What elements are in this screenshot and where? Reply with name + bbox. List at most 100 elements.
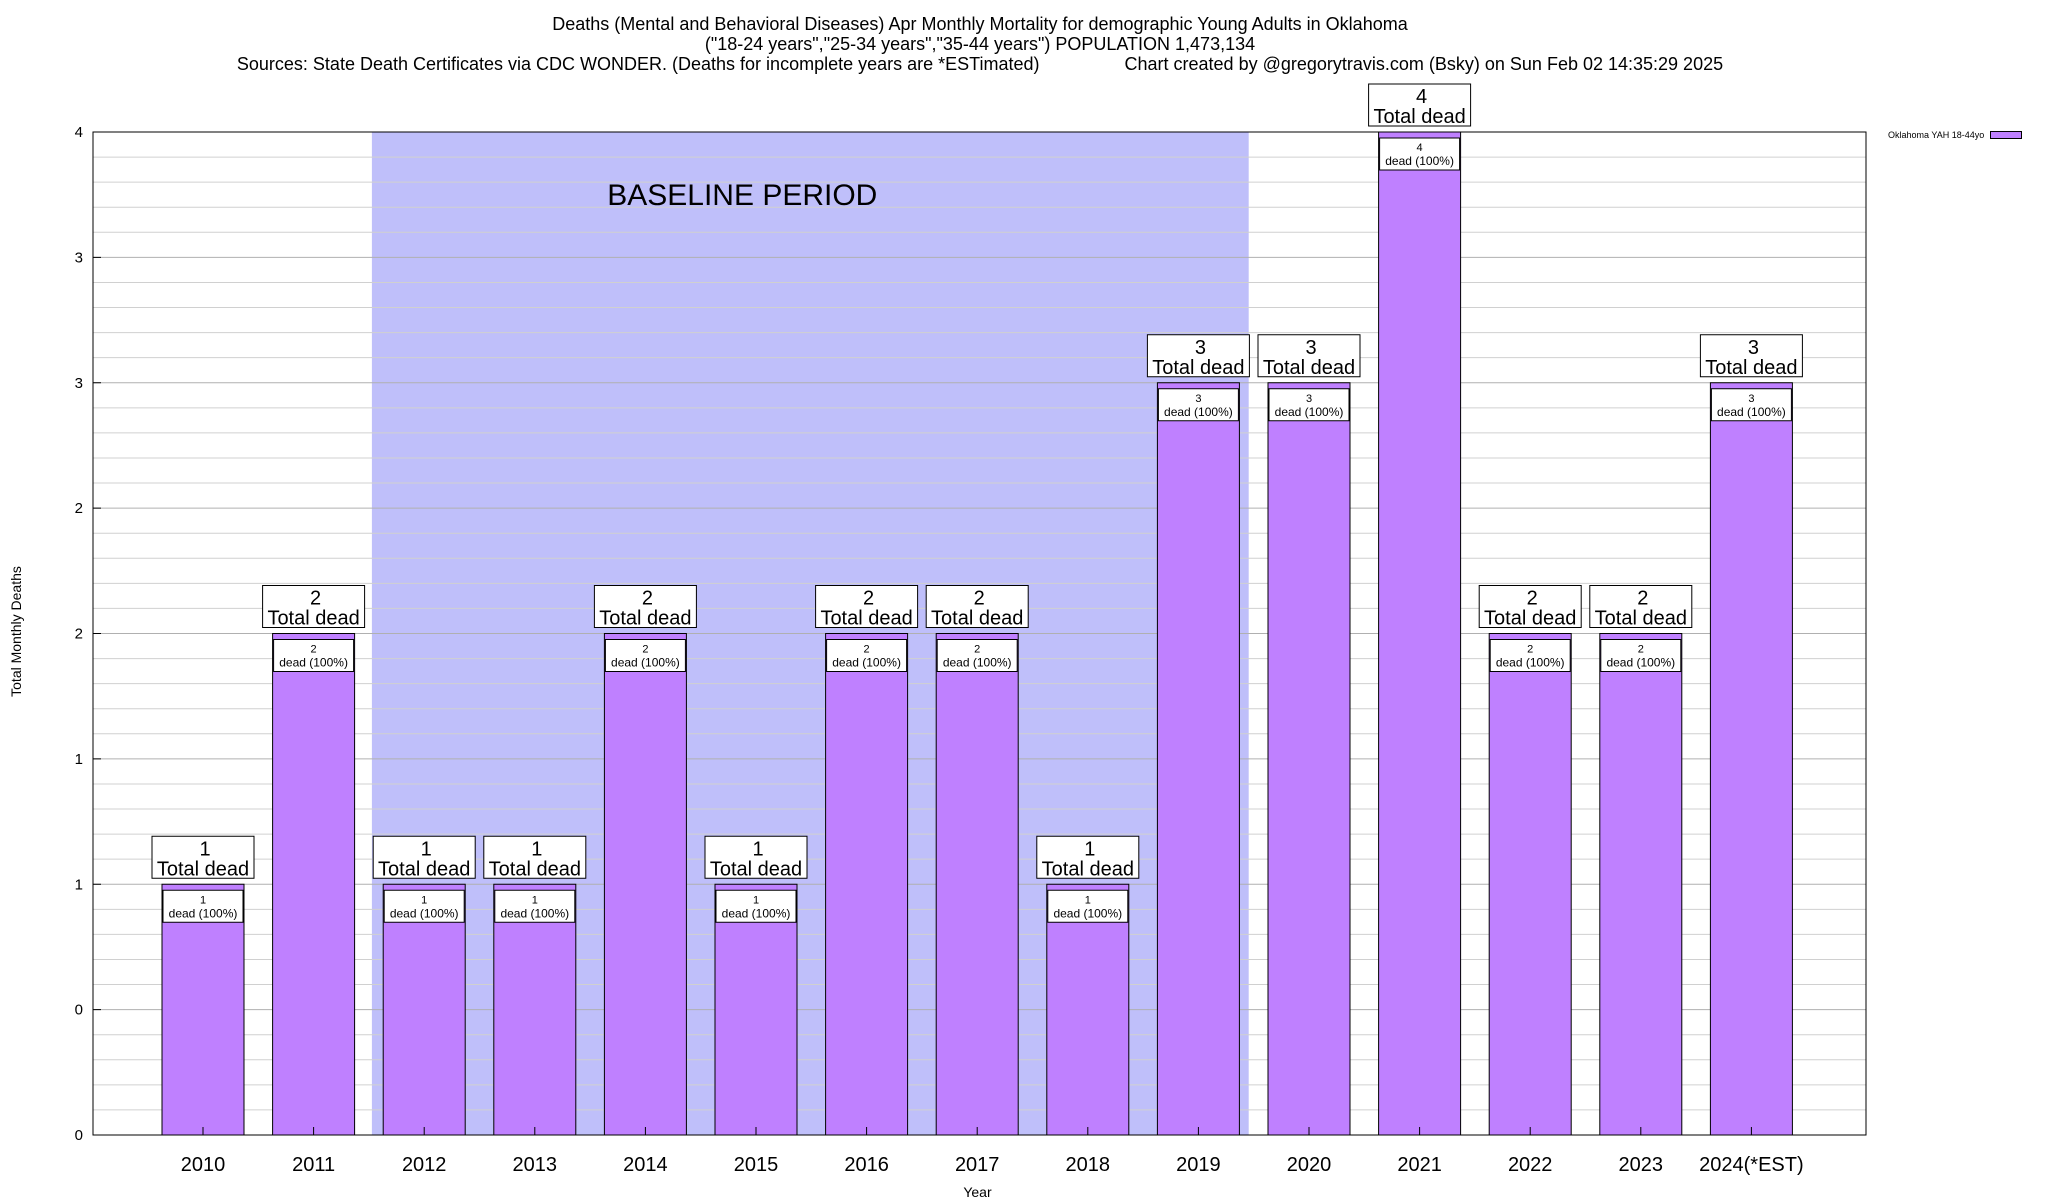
bar-total-label-box xyxy=(815,585,919,628)
y-tick-label: 2 xyxy=(75,626,83,643)
bar-total-value: 4 xyxy=(1416,86,1427,108)
bar-inner-label: dead (100%) xyxy=(279,656,348,670)
bar-inner-label-box xyxy=(1489,639,1571,672)
bar-inner-label-box xyxy=(936,639,1018,672)
x-tick-label: 2010 xyxy=(181,1154,226,1176)
bar-total-label-box xyxy=(1257,334,1361,378)
bar-total-label: Total dead xyxy=(931,608,1023,630)
bar-inner-label: dead (100%) xyxy=(169,906,238,920)
y-tick-label: 4 xyxy=(75,124,83,141)
bar-total-label: Total dead xyxy=(1484,608,1576,630)
bar xyxy=(382,883,466,1136)
bar xyxy=(161,883,245,1136)
y-tick-label: 0 xyxy=(75,1127,83,1144)
x-tick-label: 2014 xyxy=(623,1154,668,1176)
bar-inner-label: dead (100%) xyxy=(390,906,459,920)
bar-inner-value: 3 xyxy=(1748,393,1754,405)
plot-frame xyxy=(92,131,1867,1136)
bar-total-value: 2 xyxy=(310,588,321,610)
bar-total-label-box xyxy=(1589,585,1693,628)
bar-total-label: Total dead xyxy=(1152,357,1244,379)
y-tick-label: 3 xyxy=(75,249,83,266)
bar-inner-label: dead (100%) xyxy=(500,906,569,920)
bar xyxy=(935,633,1019,1136)
bar-total-label-box xyxy=(151,835,255,879)
bar-total-value: 2 xyxy=(1637,588,1648,610)
bar-inner-label: dead (100%) xyxy=(1496,656,1565,670)
bar-inner-value: 2 xyxy=(311,644,317,656)
chart-title-line-2: ("18-24 years","25-34 years","35-44 year… xyxy=(704,34,1256,54)
bar-total-label-box xyxy=(1036,835,1140,879)
bar-total-value: 1 xyxy=(421,838,432,860)
bar-inner-label-box xyxy=(826,639,908,672)
bar-inner-value: 1 xyxy=(753,894,759,906)
bar-inner-value: 2 xyxy=(864,644,870,656)
bar xyxy=(1488,633,1572,1136)
x-tick-label: 2017 xyxy=(955,1154,1000,1176)
bar-total-label: Total dead xyxy=(1263,357,1355,379)
bar-total-label-box xyxy=(593,585,697,628)
bar xyxy=(1267,382,1351,1136)
bar xyxy=(272,633,356,1136)
bar-total-label: Total dead xyxy=(489,858,581,880)
bar-inner-label: dead (100%) xyxy=(943,656,1012,670)
bar-total-value: 2 xyxy=(1527,588,1538,610)
y-axis-label: Total Monthly Deaths xyxy=(8,566,24,697)
bar-inner-label-box xyxy=(273,639,355,672)
bar-total-label-box xyxy=(483,835,587,879)
y-tick-label: 1 xyxy=(75,751,83,768)
bar-total-label-box xyxy=(925,585,1029,628)
x-tick-label: 2011 xyxy=(292,1154,335,1176)
bar-inner-label-box xyxy=(1600,639,1682,672)
bar-total-label: Total dead xyxy=(267,608,359,630)
bar-inner-label: dead (100%) xyxy=(1717,405,1786,419)
bar-total-label-box xyxy=(1478,585,1582,628)
bar-total-label: Total dead xyxy=(1595,608,1687,630)
bar-inner-label: dead (100%) xyxy=(611,656,680,670)
x-tick-label: 2021 xyxy=(1397,1154,1442,1176)
x-tick-label: 2013 xyxy=(513,1154,558,1176)
bar-inner-label-box xyxy=(162,889,244,923)
x-tick-label: 2012 xyxy=(402,1154,447,1176)
bar xyxy=(1378,131,1462,1136)
bar-total-label: Total dead xyxy=(157,858,249,880)
bar xyxy=(1156,382,1240,1136)
legend-swatch xyxy=(1990,131,2023,139)
x-tick-label: 2023 xyxy=(1619,1154,1664,1176)
x-axis-label: Year xyxy=(963,1184,992,1200)
bar-inner-label: dead (100%) xyxy=(1606,656,1675,670)
bar-inner-label: dead (100%) xyxy=(1053,906,1122,920)
bar-inner-label: dead (100%) xyxy=(832,656,901,670)
bar-inner-label-box xyxy=(1379,137,1461,171)
bar-total-value: 1 xyxy=(1084,838,1095,860)
bar-inner-value: 2 xyxy=(974,644,980,656)
bar-inner-value: 3 xyxy=(1195,393,1201,405)
x-tick-label: 2015 xyxy=(734,1154,779,1176)
bar-total-label: Total dead xyxy=(1042,858,1134,880)
x-tick-label: 2020 xyxy=(1287,1154,1332,1176)
bar-total-value: 2 xyxy=(642,588,653,610)
bar-total-label: Total dead xyxy=(378,858,470,880)
x-tick-label: 2016 xyxy=(844,1154,889,1176)
bar-total-value: 1 xyxy=(199,838,210,860)
baseline-label: BASELINE PERIOD xyxy=(607,179,877,212)
y-tick-label: 3 xyxy=(75,375,83,392)
bar-inner-value: 1 xyxy=(532,894,538,906)
bar-total-label: Total dead xyxy=(710,858,802,880)
bar-inner-value: 2 xyxy=(1638,644,1644,656)
bar-inner-value: 1 xyxy=(421,894,427,906)
bar xyxy=(1046,883,1130,1136)
bar-total-value: 1 xyxy=(531,838,542,860)
bar-inner-label-box xyxy=(604,639,686,672)
bar-total-label-box xyxy=(372,835,476,879)
y-tick-label: 1 xyxy=(75,876,83,893)
bar-total-label-box xyxy=(704,835,808,879)
x-tick-label: 2024(*EST) xyxy=(1699,1154,1804,1176)
y-tick-label: 0 xyxy=(75,1002,83,1019)
bar-total-label-box xyxy=(1699,334,1803,378)
bar-inner-label-box xyxy=(715,889,797,923)
bar-inner-label-box xyxy=(494,889,576,923)
x-tick-label: 2022 xyxy=(1508,1154,1553,1176)
bar-total-label-box xyxy=(1368,83,1472,127)
bar-total-label: Total dead xyxy=(599,608,691,630)
